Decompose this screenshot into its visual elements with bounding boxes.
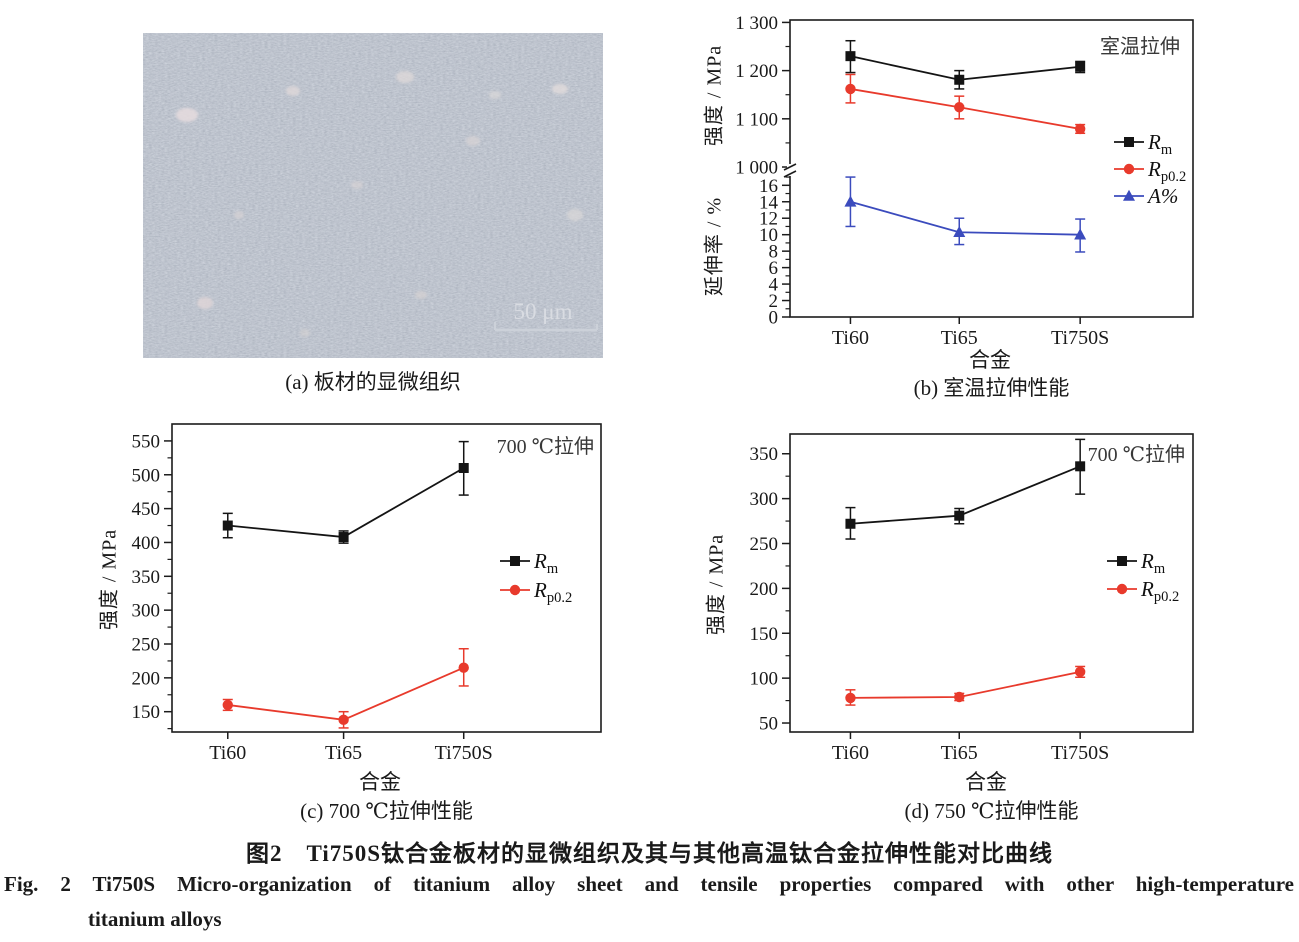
chart-c-ylabel: 强度 / MPa bbox=[98, 528, 121, 631]
svg-text:2: 2 bbox=[769, 291, 779, 312]
svg-text:Ti65: Ti65 bbox=[941, 742, 978, 764]
figure-caption-en-line1: Fig. 2 Ti750S Micro-organization of tita… bbox=[4, 872, 1294, 896]
scale-bar: 50 μm bbox=[494, 299, 598, 332]
svg-text:12: 12 bbox=[759, 209, 778, 230]
chart-b-caption: (b) 室温拉伸性能 bbox=[913, 376, 1070, 400]
svg-text:10: 10 bbox=[759, 225, 778, 246]
chart-b-ylabel-elongation: 延伸率 / % bbox=[703, 196, 726, 297]
chart-c-xlabel: 合金 bbox=[359, 770, 401, 794]
svg-text:Ti750S: Ti750S bbox=[435, 742, 493, 764]
chart-b-series-Rm bbox=[845, 39, 1086, 90]
svg-text:350: 350 bbox=[750, 444, 779, 465]
chart-d-xlabel: 合金 bbox=[965, 770, 1007, 794]
svg-text:8: 8 bbox=[769, 242, 779, 263]
chart-d-inner-title: 700 ℃拉伸 bbox=[1087, 444, 1185, 466]
svg-text:1 000: 1 000 bbox=[735, 158, 778, 179]
svg-text:100: 100 bbox=[750, 669, 779, 690]
svg-text:4: 4 bbox=[769, 275, 779, 296]
svg-text:250: 250 bbox=[132, 635, 161, 656]
chart-b-inner-title: 室温拉伸 bbox=[1100, 36, 1180, 58]
svg-text:Rp0.2: Rp0.2 bbox=[533, 578, 572, 606]
figure-caption-en-line2: titanium alloys bbox=[88, 907, 222, 931]
svg-text:A%: A% bbox=[1146, 184, 1178, 208]
svg-text:200: 200 bbox=[132, 668, 161, 689]
micrograph-texture bbox=[143, 33, 603, 358]
svg-text:150: 150 bbox=[750, 624, 779, 645]
chart-c-plot: 150 200 250 300 350 400 450 500 550 Ti60 Ti65 Ti750… bbox=[132, 423, 602, 764]
chart-b-series-Rp0.2 bbox=[845, 73, 1086, 135]
micrograph-light-patches bbox=[176, 71, 583, 337]
svg-text:550: 550 bbox=[132, 431, 161, 452]
panel-a-caption: (a) 板材的显微组织 bbox=[285, 370, 461, 394]
svg-text:Ti60: Ti60 bbox=[209, 742, 246, 764]
svg-text:200: 200 bbox=[750, 579, 779, 600]
svg-text:Ti750S: Ti750S bbox=[1051, 742, 1109, 764]
svg-text:50: 50 bbox=[759, 714, 778, 735]
micrograph-image: 50 μm bbox=[143, 33, 603, 358]
svg-text:Ti65: Ti65 bbox=[941, 327, 978, 349]
svg-text:14: 14 bbox=[759, 192, 779, 213]
svg-text:Rp0.2: Rp0.2 bbox=[1147, 157, 1186, 185]
chart-d-caption: (d) 750 ℃拉伸性能 bbox=[904, 799, 1079, 823]
svg-text:16: 16 bbox=[759, 176, 778, 197]
svg-text:1 100: 1 100 bbox=[735, 109, 778, 130]
svg-text:500: 500 bbox=[132, 465, 161, 486]
chart-b-xlabel: 合金 bbox=[969, 348, 1011, 372]
svg-text:350: 350 bbox=[132, 567, 161, 588]
scale-bar-label: 50 μm bbox=[514, 299, 573, 324]
chart-d-plot: 50 100 150 200 250 300 350 Ti60 Ti65 Ti750S RmRp0.… bbox=[750, 433, 1194, 764]
svg-text:Rm: Rm bbox=[533, 549, 559, 577]
svg-text:Ti750S: Ti750S bbox=[1051, 327, 1109, 349]
chart-d-ylabel: 强度 / MPa bbox=[705, 533, 728, 636]
svg-text:400: 400 bbox=[132, 533, 161, 554]
svg-text:Rm: Rm bbox=[1140, 549, 1166, 577]
chart-d-series-Rm bbox=[845, 438, 1086, 540]
svg-text:150: 150 bbox=[132, 702, 161, 723]
svg-text:300: 300 bbox=[132, 601, 161, 622]
chart-b-series-A% bbox=[844, 176, 1087, 253]
svg-text:Ti60: Ti60 bbox=[832, 742, 869, 764]
svg-text:Ti65: Ti65 bbox=[325, 742, 362, 764]
svg-text:Ti60: Ti60 bbox=[832, 327, 869, 349]
chart-c-caption: (c) 700 ℃拉伸性能 bbox=[300, 799, 473, 823]
svg-text:1 300: 1 300 bbox=[735, 13, 778, 34]
chart-c-inner-title: 700 ℃拉伸 bbox=[496, 436, 594, 458]
chart-c-series-Rm bbox=[222, 440, 469, 544]
chart-c-series-Rp0.2 bbox=[222, 647, 469, 729]
svg-text:0: 0 bbox=[769, 308, 779, 329]
svg-text:6: 6 bbox=[769, 258, 779, 279]
svg-text:Rp0.2: Rp0.2 bbox=[1140, 577, 1179, 605]
figure-caption-zh: 图2 Ti750S钛合金板材的显微组织及其与其他高温钛合金拉伸性能对比曲线 bbox=[245, 841, 1054, 866]
svg-text:300: 300 bbox=[750, 489, 779, 510]
svg-text:450: 450 bbox=[132, 499, 161, 520]
svg-text:Rm: Rm bbox=[1147, 130, 1173, 158]
svg-text:1 200: 1 200 bbox=[735, 61, 778, 82]
svg-text:250: 250 bbox=[750, 534, 779, 555]
chart-d-series-Rp0.2 bbox=[845, 665, 1086, 706]
